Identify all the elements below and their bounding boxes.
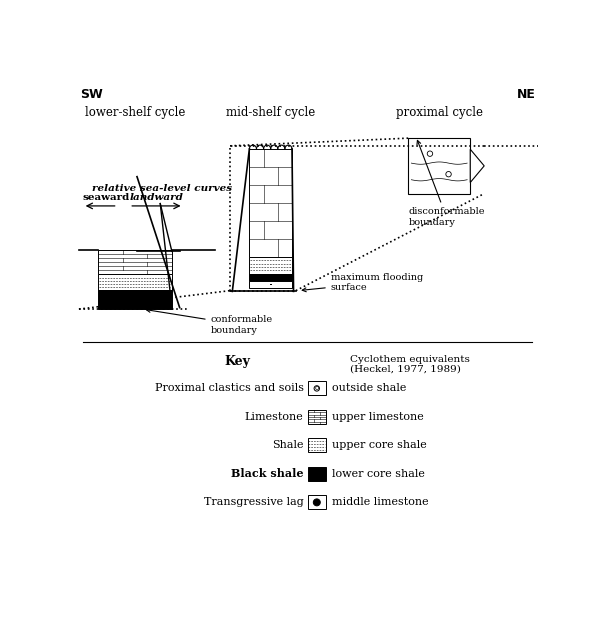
Bar: [250, 281, 292, 288]
Text: SW: SW: [80, 88, 103, 101]
Text: maximum flooding
surface: maximum flooding surface: [302, 273, 423, 292]
Text: relative sea-level curves: relative sea-level curves: [92, 184, 232, 193]
Text: mid-shelf cycle: mid-shelf cycle: [226, 106, 315, 119]
Bar: [308, 382, 326, 396]
Bar: [308, 467, 326, 481]
Bar: [98, 274, 172, 290]
Circle shape: [427, 151, 433, 156]
Text: Transgressive lag: Transgressive lag: [204, 498, 304, 507]
Bar: [308, 410, 326, 424]
Text: outside shale: outside shale: [332, 383, 407, 394]
Text: o: o: [314, 385, 319, 391]
Bar: [98, 250, 172, 274]
Text: proximal cycle: proximal cycle: [396, 106, 483, 119]
Text: disconformable
boundary: disconformable boundary: [408, 140, 485, 227]
Text: conformable
boundary: conformable boundary: [146, 308, 273, 335]
Circle shape: [314, 386, 320, 391]
Circle shape: [313, 499, 320, 506]
Text: NE: NE: [517, 88, 535, 101]
Text: lower-shelf cycle: lower-shelf cycle: [85, 106, 185, 119]
Bar: [250, 274, 292, 281]
Text: upper core shale: upper core shale: [332, 440, 427, 450]
Text: Black shale: Black shale: [231, 468, 304, 479]
Text: landward: landward: [130, 193, 184, 202]
Text: Shale: Shale: [272, 440, 304, 450]
Text: Limestone: Limestone: [245, 412, 304, 422]
Text: Cyclothem equivalents
(Heckel, 1977, 1989): Cyclothem equivalents (Heckel, 1977, 198…: [350, 355, 470, 374]
Text: upper limestone: upper limestone: [332, 412, 424, 422]
Text: seaward: seaward: [83, 193, 130, 202]
Text: Key: Key: [225, 355, 251, 367]
Text: Proximal clastics and soils: Proximal clastics and soils: [155, 383, 304, 394]
Bar: [408, 138, 470, 193]
Circle shape: [446, 172, 451, 177]
Polygon shape: [470, 149, 484, 182]
Bar: [270, 284, 272, 285]
Bar: [98, 290, 172, 309]
Bar: [250, 256, 292, 274]
Text: middle limestone: middle limestone: [332, 498, 429, 507]
Bar: [250, 149, 292, 256]
Text: lower core shale: lower core shale: [332, 469, 425, 479]
Bar: [308, 496, 326, 509]
Bar: [308, 438, 326, 452]
